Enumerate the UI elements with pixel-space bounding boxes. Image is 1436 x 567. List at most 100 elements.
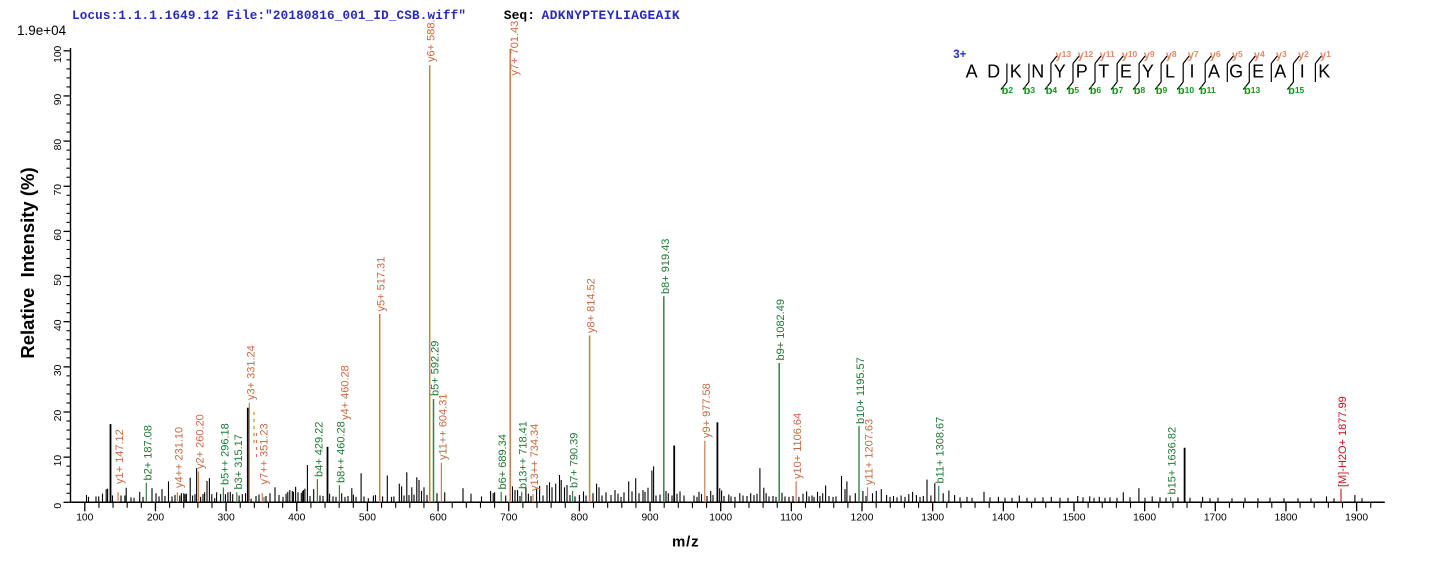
svg-text:1100: 1100 xyxy=(780,513,802,524)
svg-text:b6: b6 xyxy=(1090,85,1102,97)
svg-text:60: 60 xyxy=(53,229,64,241)
svg-text:L: L xyxy=(1165,62,1175,82)
svg-text:y10+ 1106.64: y10+ 1106.64 xyxy=(792,413,804,479)
svg-text:30: 30 xyxy=(53,364,64,376)
svg-text:b2: b2 xyxy=(1002,85,1014,97)
svg-text:y9+ 977.58: y9+ 977.58 xyxy=(701,383,713,438)
svg-text:T: T xyxy=(1098,62,1109,82)
svg-text:E: E xyxy=(1120,62,1132,82)
svg-text:y10: y10 xyxy=(1122,49,1138,62)
svg-text:b5++ 296.18: b5++ 296.18 xyxy=(219,423,231,485)
svg-text:600: 600 xyxy=(429,513,446,524)
svg-text:y2+ 260.20: y2+ 260.20 xyxy=(194,414,206,469)
svg-text:40: 40 xyxy=(53,319,64,331)
svg-text:K: K xyxy=(1010,62,1022,82)
svg-text:1600: 1600 xyxy=(1133,513,1156,524)
svg-text:Relative Intensity (%): Relative Intensity (%) xyxy=(17,167,38,358)
svg-text:90: 90 xyxy=(53,93,64,105)
svg-text:y3: y3 xyxy=(1276,49,1287,62)
svg-text:b5+ 592.29: b5+ 592.29 xyxy=(430,341,442,396)
svg-text:y9: y9 xyxy=(1144,49,1155,62)
svg-text:ADKNYPTEYLIAGEAIK: ADKNYPTEYLIAGEAIK xyxy=(542,8,681,23)
svg-text:100: 100 xyxy=(53,45,64,62)
svg-text:E: E xyxy=(1252,62,1264,82)
svg-text:m/z: m/z xyxy=(672,534,699,551)
svg-text:y5: y5 xyxy=(1232,49,1243,62)
svg-text:y3+ 331.24: y3+ 331.24 xyxy=(245,345,257,400)
svg-text:20: 20 xyxy=(53,410,64,422)
svg-text:0: 0 xyxy=(53,503,64,509)
svg-text:y7++ 351.23: y7++ 351.23 xyxy=(258,423,270,484)
svg-text:b8++ 460.28: b8++ 460.28 xyxy=(335,421,347,483)
svg-text:1900: 1900 xyxy=(1345,513,1368,524)
svg-text:y13: y13 xyxy=(1056,49,1072,62)
svg-text:3+: 3+ xyxy=(953,49,966,61)
svg-text:y7+ 701.43: y7+ 701.43 xyxy=(509,21,521,76)
svg-text:I: I xyxy=(1300,62,1305,82)
svg-text:Seq:: Seq: xyxy=(504,8,535,23)
svg-text:y1: y1 xyxy=(1320,49,1331,62)
svg-text:y7: y7 xyxy=(1188,49,1199,62)
svg-text:800: 800 xyxy=(571,513,588,524)
svg-text:b9: b9 xyxy=(1156,85,1168,97)
svg-text:b9+ 1082.49: b9+ 1082.49 xyxy=(775,299,787,360)
svg-text:1.9e+04: 1.9e+04 xyxy=(17,23,67,38)
svg-text:y11: y11 xyxy=(1100,49,1115,62)
svg-text:70: 70 xyxy=(53,184,64,196)
svg-text:y4: y4 xyxy=(1254,49,1265,62)
svg-text:y13++ 734.34: y13++ 734.34 xyxy=(529,424,541,491)
svg-text:10: 10 xyxy=(53,455,64,467)
svg-text:200: 200 xyxy=(147,513,164,524)
svg-text:P: P xyxy=(1076,62,1088,82)
svg-text:Locus:1.1.1.1649.12 File:"2018: Locus:1.1.1.1649.12 File:"20180816_001_I… xyxy=(72,9,466,23)
svg-text:[M]-H2O+ 1877.99: [M]-H2O+ 1877.99 xyxy=(1337,396,1349,487)
svg-text:b8+ 919.43: b8+ 919.43 xyxy=(660,239,672,294)
svg-text:400: 400 xyxy=(288,513,305,524)
svg-text:y6+ 588.: y6+ 588. xyxy=(426,19,438,62)
svg-text:D: D xyxy=(987,62,1000,82)
svg-text:y4++ 231.10: y4++ 231.10 xyxy=(173,427,185,488)
svg-text:b15: b15 xyxy=(1288,85,1304,97)
svg-text:80: 80 xyxy=(53,139,64,151)
svg-text:b10+ 1195.57: b10+ 1195.57 xyxy=(855,357,867,424)
svg-text:y12: y12 xyxy=(1078,49,1094,62)
svg-text:y1+ 147.12: y1+ 147.12 xyxy=(114,429,126,484)
svg-text:700: 700 xyxy=(500,513,517,524)
svg-text:b11+ 1308.67: b11+ 1308.67 xyxy=(935,417,947,484)
svg-text:1200: 1200 xyxy=(851,513,874,524)
svg-text:1400: 1400 xyxy=(992,513,1015,524)
svg-text:b11: b11 xyxy=(1200,85,1216,97)
svg-text:y8+ 814.52: y8+ 814.52 xyxy=(586,278,598,333)
svg-text:1800: 1800 xyxy=(1274,513,1297,524)
svg-text:b3: b3 xyxy=(1024,85,1036,97)
svg-text:y11+ 1207.63: y11+ 1207.63 xyxy=(864,419,876,485)
svg-text:I: I xyxy=(1189,62,1194,82)
svg-text:b7: b7 xyxy=(1112,85,1124,97)
svg-text:500: 500 xyxy=(359,513,376,524)
svg-text:b3+ 315.17: b3+ 315.17 xyxy=(233,434,245,489)
svg-text:b4+ 429.22: b4+ 429.22 xyxy=(313,422,325,477)
svg-text:A: A xyxy=(1208,62,1220,82)
svg-text:N: N xyxy=(1031,62,1044,82)
svg-text:1300: 1300 xyxy=(921,513,944,524)
svg-text:b5: b5 xyxy=(1068,85,1080,97)
svg-text:Y: Y xyxy=(1142,62,1154,82)
svg-text:100: 100 xyxy=(76,513,93,524)
svg-text:b15+ 1636.82: b15+ 1636.82 xyxy=(1167,427,1179,495)
svg-text:b10: b10 xyxy=(1178,85,1194,97)
svg-text:b13++ 718.41: b13++ 718.41 xyxy=(518,421,530,489)
svg-text:y4+ 460.28: y4+ 460.28 xyxy=(339,365,351,420)
svg-text:300: 300 xyxy=(218,513,235,524)
svg-text:1700: 1700 xyxy=(1204,513,1227,524)
svg-text:b8: b8 xyxy=(1134,85,1146,97)
svg-text:G: G xyxy=(1229,62,1243,82)
svg-text:900: 900 xyxy=(641,513,658,524)
svg-text:b7+ 790.39: b7+ 790.39 xyxy=(569,433,581,488)
svg-text:y11++ 604.31: y11++ 604.31 xyxy=(437,394,449,460)
svg-text:K: K xyxy=(1318,62,1330,82)
svg-text:1000: 1000 xyxy=(709,513,732,524)
svg-text:y8: y8 xyxy=(1166,49,1177,62)
svg-text:A: A xyxy=(1274,62,1286,82)
svg-text:Y: Y xyxy=(1054,62,1066,82)
svg-text:50: 50 xyxy=(53,274,64,286)
